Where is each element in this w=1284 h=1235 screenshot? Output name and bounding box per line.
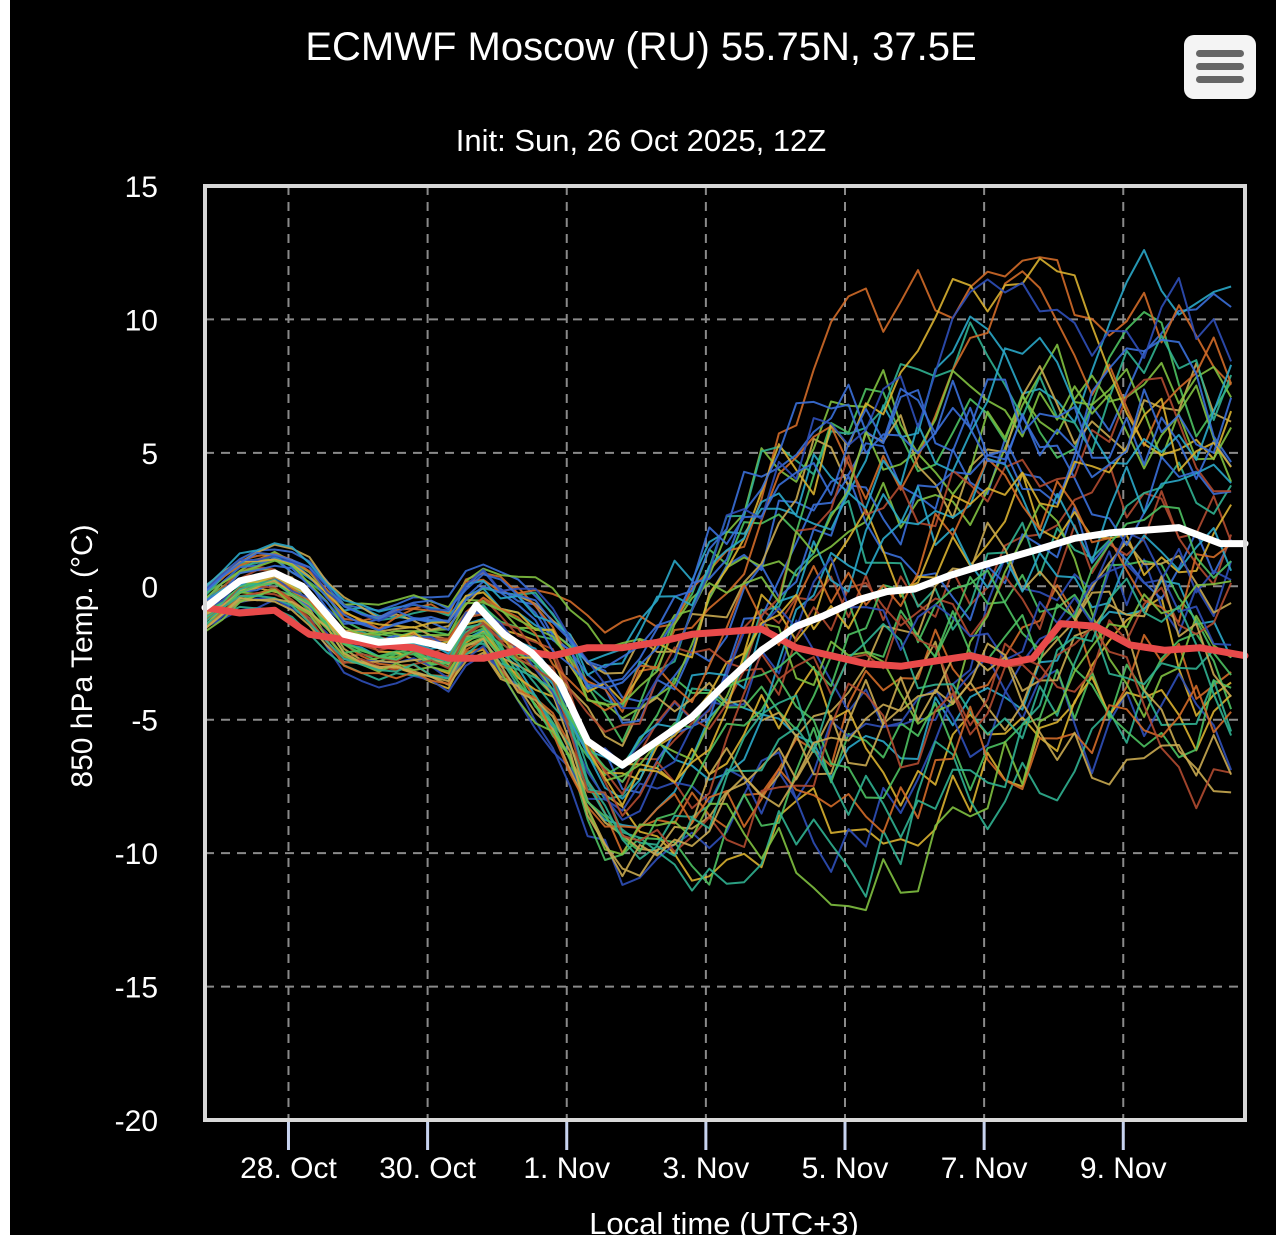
x-tick-label: 1. Nov xyxy=(523,1152,610,1185)
ensemble-member-line xyxy=(204,592,1232,853)
x-tick-label: 9. Nov xyxy=(1080,1152,1167,1185)
ensemble-member-line xyxy=(204,505,1232,853)
ensemble-member-line xyxy=(204,378,1232,690)
x-axis-ticks: 28. Oct 30. Oct 1. Nov 3. Nov 5. Nov 7. Nov 9.… xyxy=(240,1122,1167,1185)
chart-frame: ECMWF Moscow (RU) 55.75N, 37.5E Init: Su… xyxy=(10,0,1276,1235)
x-axis-label: Local time (UTC+3) xyxy=(589,1206,859,1235)
ensemble-member-line xyxy=(204,597,1233,878)
plot-border xyxy=(203,184,1247,1122)
ensemble-member-line xyxy=(204,582,1233,817)
y-tick-label: 0 xyxy=(141,571,158,604)
ensemble-member-line xyxy=(204,379,1233,669)
ensemble-member-line xyxy=(204,277,1233,710)
ensemble-members xyxy=(204,249,1233,912)
x-tick-label: 5. Nov xyxy=(802,1152,889,1185)
ensemble-member-line xyxy=(204,503,1232,782)
y-tick-label: -15 xyxy=(115,972,158,1005)
menu-line-icon xyxy=(1196,76,1244,83)
y-tick-label: -10 xyxy=(115,838,158,871)
y-tick-label: 15 xyxy=(125,171,158,204)
x-tick-label: 28. Oct xyxy=(240,1152,337,1185)
x-tick-label: 3. Nov xyxy=(663,1152,750,1185)
ensemble-member-line xyxy=(204,577,1233,860)
menu-line-icon xyxy=(1196,63,1244,70)
y-tick-label: -5 xyxy=(131,705,158,738)
ensemble-member-line xyxy=(204,257,1233,703)
y-axis-ticks: 15 10 5 0 -5 -10 -15 -20 xyxy=(115,171,158,1138)
main-series xyxy=(201,524,1249,769)
y-tick-label: 10 xyxy=(125,304,158,337)
ensemble-member-line xyxy=(204,369,1232,706)
temperature-chart: ECMWF Moscow (RU) 55.75N, 37.5E Init: Su… xyxy=(66,25,1249,1235)
ensemble-member-line xyxy=(204,376,1232,733)
x-tick-label: 30. Oct xyxy=(379,1152,476,1185)
ensemble-member-line xyxy=(204,361,1232,650)
x-tick-label: 7. Nov xyxy=(941,1152,1028,1185)
ensemble-member-line xyxy=(204,605,1233,898)
ensemble-member-line xyxy=(204,270,1233,713)
menu-line-icon xyxy=(1196,50,1244,57)
ensemble-member-line xyxy=(204,336,1233,676)
ensemble-member-line xyxy=(204,588,1232,834)
ensemble-mean-line xyxy=(201,524,1249,769)
ensemble-member-line xyxy=(204,578,1232,854)
chart-subtitle: Init: Sun, 26 Oct 2025, 12Z xyxy=(456,123,827,158)
y-tick-label: -20 xyxy=(115,1105,158,1138)
chart-menu-button[interactable] xyxy=(1184,35,1256,99)
y-tick-label: 5 xyxy=(141,438,158,471)
chart-title: ECMWF Moscow (RU) 55.75N, 37.5E xyxy=(305,25,976,69)
y-axis-label: 850 hPa Temp. (°C) xyxy=(66,524,99,787)
